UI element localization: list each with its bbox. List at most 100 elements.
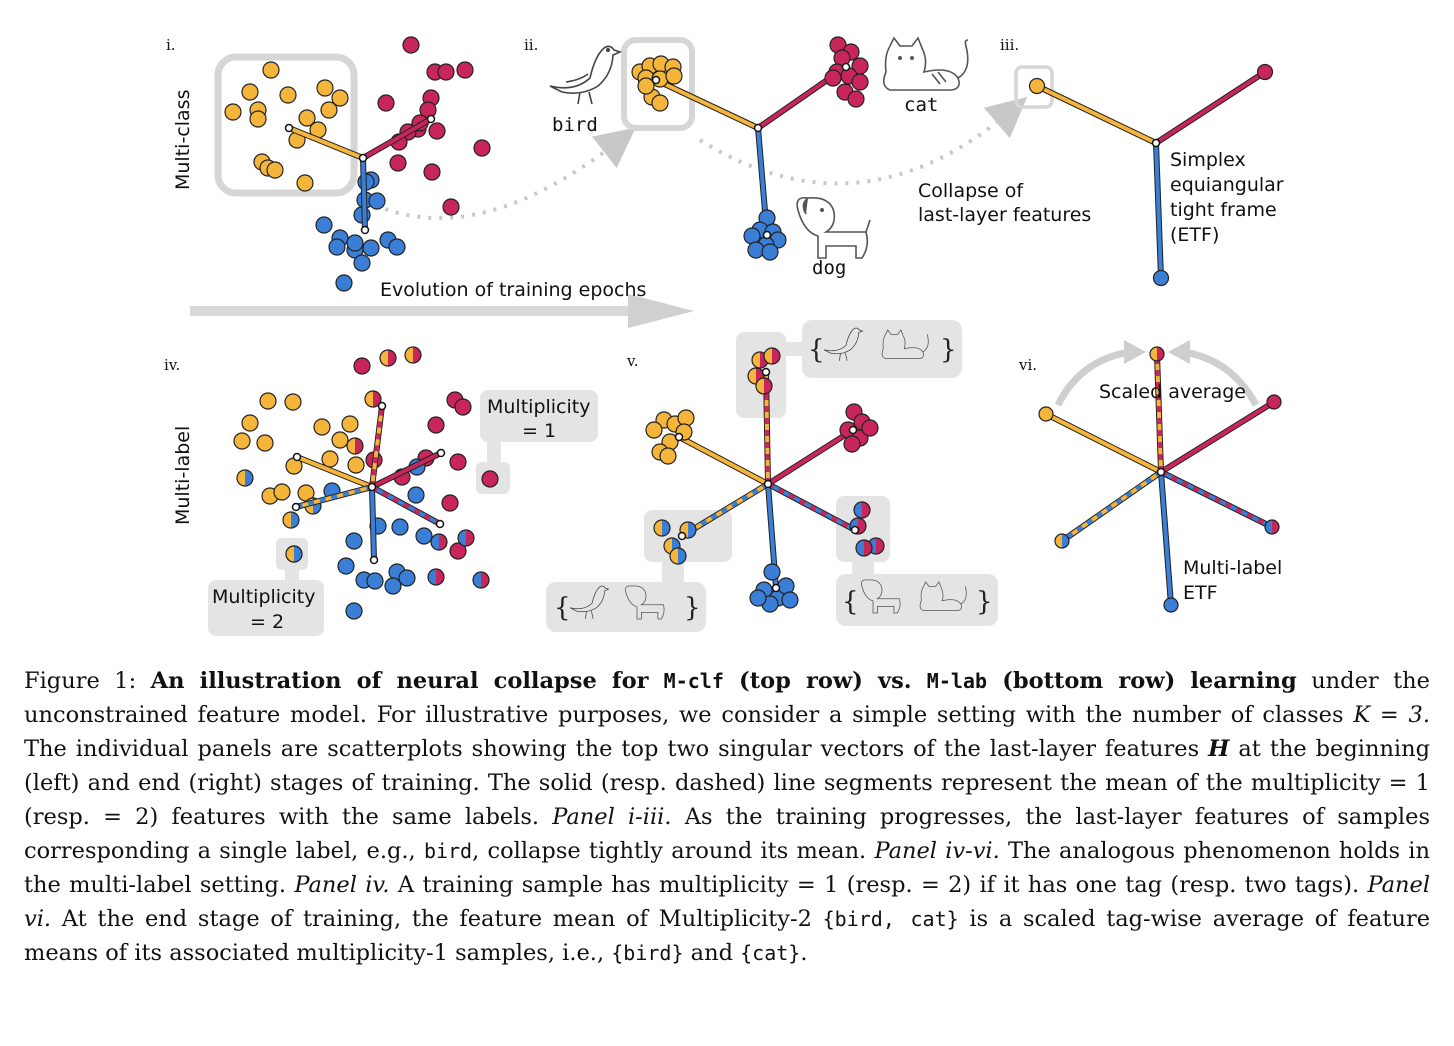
mean-segment: [371, 485, 441, 526]
scatter-point: [441, 494, 459, 512]
mean-node: [850, 525, 860, 535]
scatter-point: [341, 415, 359, 433]
scatter-point: [296, 174, 314, 192]
caption-s1: under the unconstrained feature model. F…: [24, 668, 1430, 728]
collapse-arrow-2: [698, 97, 1028, 186]
scatter-point: [761, 243, 779, 261]
caption-s3: at the beginning (left) and end (right) …: [24, 736, 1431, 830]
ml-etf-label-line2: ETF: [1183, 582, 1218, 604]
collapse-arrow-1: [374, 127, 636, 221]
mean-segment: [680, 482, 770, 538]
mean-segment: [370, 405, 384, 488]
scatter-point: [249, 110, 267, 128]
evolution-label: Evolution of training epochs: [380, 279, 646, 301]
mean-node: [763, 479, 773, 489]
neural-collapse-figure: Evolution of training epochs Multi-class…: [164, 36, 1284, 636]
etf-label-line2: equiangular: [1170, 174, 1284, 196]
panel-label-ii: ii.: [524, 36, 538, 54]
mean-segment: [371, 451, 442, 489]
scatter-point-dual: [404, 346, 422, 364]
scatter-point: [391, 518, 409, 536]
scatter-point: [331, 89, 349, 107]
bird-icon: [569, 585, 610, 619]
scatter-point-dual: [379, 349, 397, 367]
row-label-multiclass: Multi-class: [172, 90, 194, 190]
scatter-point-dual: [1149, 346, 1165, 362]
caption-set-bird: {bird}: [611, 941, 684, 965]
scatter-point: [313, 418, 331, 436]
mult1-label-line1: Multiplicity: [487, 396, 590, 418]
etf-label-line1: Simplex: [1170, 149, 1246, 171]
scatter-point: [262, 61, 280, 79]
scatter-point: [442, 198, 460, 216]
scatter-point: [353, 254, 371, 272]
scatter-point: [345, 532, 363, 550]
mean-segment: [678, 435, 769, 486]
caption-mclf: M-clf: [663, 669, 724, 693]
scatter-point: [415, 527, 433, 545]
scatter-point: [449, 453, 467, 471]
mean-segment: [370, 486, 376, 561]
caption-H: H: [1208, 736, 1230, 762]
scatter-point: [677, 409, 695, 427]
mean-segment: [767, 482, 856, 532]
mean-node: [761, 367, 771, 377]
scatter-point-dual: [755, 377, 773, 395]
dog-icon: [861, 579, 901, 614]
scatter-point: [388, 238, 406, 256]
mean-node: [292, 452, 302, 462]
caption-bird: bird: [423, 839, 473, 863]
mean-segment: [1060, 470, 1163, 543]
caption-panel-vi: Panel vi.: [24, 872, 1431, 932]
scatter-point: [781, 591, 799, 609]
scatter-point: [366, 572, 384, 590]
scatter-point-dual: [457, 529, 475, 547]
panel-vi: Scaled average Multi-label ETF: [1038, 340, 1282, 613]
scatter-point-dual: [282, 511, 300, 529]
scatter-point: [407, 486, 425, 504]
scatter-point: [437, 63, 455, 81]
caption-s6: The analogous phenomenon holds in the mu…: [24, 838, 1430, 898]
scatter-point: [747, 241, 765, 259]
mean-node: [367, 482, 377, 492]
caption-mlab: M-lab: [926, 669, 988, 693]
cat-icon: [882, 36, 969, 91]
mean-node: [291, 502, 301, 512]
scatter-point: [273, 483, 291, 501]
mean-segment: [766, 428, 855, 486]
scatter-point: [384, 577, 402, 595]
scatter-point: [368, 192, 386, 210]
ml-etf-label-line1: Multi-label: [1183, 557, 1282, 579]
scatter-point: [398, 569, 416, 587]
mean-node: [771, 583, 781, 593]
brace-open-2: {: [554, 593, 571, 623]
evolution-arrow: [190, 294, 694, 328]
etf-label-line3: tight frame: [1170, 199, 1277, 221]
scatter-point: [454, 398, 472, 416]
scatter-point: [449, 542, 467, 560]
panel-label-v: v.: [626, 352, 638, 370]
scatter-point: [1038, 406, 1054, 422]
caption-k: K = 3.: [1353, 702, 1430, 728]
caption-panel-i-iii: Panel i-iii.: [552, 804, 672, 830]
scatter-point: [428, 122, 446, 140]
caption-s7: A training sample has multiplicity = 1 (…: [397, 872, 1360, 898]
dog-icon: [625, 585, 665, 620]
caption-title-3: (bottom row) learning: [1002, 668, 1297, 694]
scatter-point: [241, 83, 259, 101]
scatter-point: [456, 61, 474, 79]
mean-node: [677, 531, 687, 541]
dog-label: dog: [812, 257, 846, 279]
panel-iv: Multiplicity = 1 Multiplicity = 2: [208, 346, 598, 636]
caption-end: .: [800, 940, 808, 966]
scatter-point: [427, 416, 445, 434]
scatter-point: [345, 602, 363, 620]
etf-label-line4: (ETF): [1170, 224, 1219, 246]
scatter-point: [266, 161, 284, 179]
scatter-point-dual: [1264, 519, 1280, 535]
scatter-point: [259, 392, 277, 410]
mult1-label-line2: = 1: [522, 420, 556, 442]
scatter-point: [651, 94, 669, 112]
cat-label: cat: [904, 94, 938, 116]
scatter-point: [847, 90, 865, 108]
